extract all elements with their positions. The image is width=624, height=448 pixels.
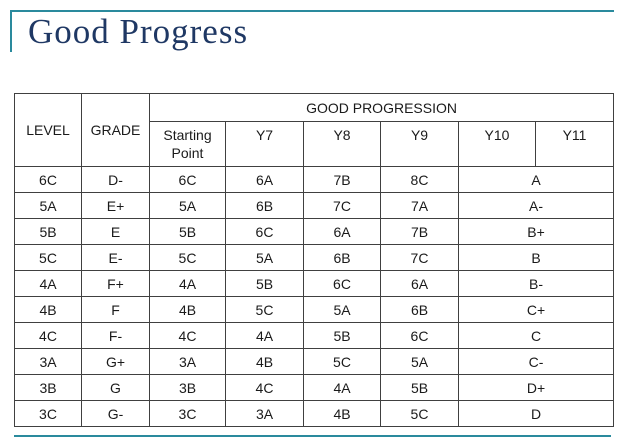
table-row: 5A E+ 5A 6B 7C 7A A- xyxy=(14,192,615,219)
col-header-level: LEVEL xyxy=(14,93,82,167)
table-cell: 4A xyxy=(303,374,381,401)
col-header-y9: Y9 xyxy=(380,121,459,167)
table-cell: 5C xyxy=(149,244,226,271)
table-cell: D+ xyxy=(457,374,615,401)
table-cell: 6A xyxy=(303,218,381,245)
table-cell: 4C xyxy=(14,322,82,349)
table-cell: 4A xyxy=(225,322,304,349)
table-cell: 8C xyxy=(380,166,459,193)
table-cell: 4A xyxy=(149,270,226,297)
table-cell: 5B xyxy=(14,218,82,245)
table-cell: 4A xyxy=(14,270,82,297)
table-cell: 4B xyxy=(14,296,82,323)
table-row: 4C F- 4C 4A 5B 6C C xyxy=(14,322,615,349)
table-cell: A xyxy=(457,166,615,193)
table-cell: 6A xyxy=(380,270,459,297)
table-row: 3C G- 3C 3A 4B 5C D xyxy=(14,400,615,427)
table-cell: F xyxy=(81,296,150,323)
table-cell: A- xyxy=(457,192,615,219)
table-cell: E xyxy=(81,218,150,245)
table-cell: 5B xyxy=(380,374,459,401)
table-cell: G xyxy=(81,374,150,401)
table-cell: G- xyxy=(81,400,150,427)
table-cell: 4B xyxy=(225,348,304,375)
table-cell: 4C xyxy=(225,374,304,401)
table-cell: E+ xyxy=(81,192,150,219)
table-cell: 5A xyxy=(149,192,226,219)
table-cell: B- xyxy=(457,270,615,297)
table-cell: 7C xyxy=(380,244,459,271)
table-cell: D xyxy=(457,400,615,427)
table-cell: 6A xyxy=(225,166,304,193)
table-cell: 5C xyxy=(380,400,459,427)
table-cell: 3C xyxy=(149,400,226,427)
table-subheader-row: Starting Point Y7 Y8 Y9 Y10 Y11 xyxy=(15,121,615,167)
table-cell: 7A xyxy=(380,192,459,219)
table-cell: 3C xyxy=(14,400,82,427)
col-header-y11: Y11 xyxy=(534,121,615,167)
table-cell: 3A xyxy=(149,348,226,375)
table-cell: 5A xyxy=(225,244,304,271)
table-row: 5B E 5B 6C 6A 7B B+ xyxy=(14,218,615,245)
table-cell: B xyxy=(457,244,615,271)
good-progression-table: LEVEL GRADE GOOD PROGRESSION Starting Po… xyxy=(14,93,615,427)
table-row: 5C E- 5C 5A 6B 7C B xyxy=(14,244,615,271)
table-cell: 5B xyxy=(225,270,304,297)
table-cell: 7B xyxy=(380,218,459,245)
table-cell: 5C xyxy=(14,244,82,271)
table-cell: 6C xyxy=(149,166,226,193)
col-header-starting-point: Starting Point xyxy=(149,121,226,167)
table-cell: 4B xyxy=(303,400,381,427)
table-cell: C+ xyxy=(457,296,615,323)
table-cell: E- xyxy=(81,244,150,271)
table-cell: F+ xyxy=(81,270,150,297)
top-accent-line xyxy=(10,10,614,12)
table-row: 6C D- 6C 6A 7B 8C A xyxy=(14,166,615,193)
table-cell: 5B xyxy=(303,322,381,349)
table-cell: 5B xyxy=(149,218,226,245)
table-cell: 4C xyxy=(149,322,226,349)
table-cell: G+ xyxy=(81,348,150,375)
col-header-y7: Y7 xyxy=(225,121,304,167)
bottom-accent-line xyxy=(14,435,611,437)
table-cell: 7C xyxy=(303,192,381,219)
table-cell: 5C xyxy=(225,296,304,323)
col-header-good-progression: GOOD PROGRESSION xyxy=(148,93,615,122)
title-accent-line xyxy=(10,10,12,52)
table-cell: 6C xyxy=(225,218,304,245)
table-cell: 5A xyxy=(303,296,381,323)
col-header-y8: Y8 xyxy=(303,121,381,167)
col-header-grade: GRADE xyxy=(81,93,150,167)
table-cell: 3B xyxy=(14,374,82,401)
table-cell: 6C xyxy=(303,270,381,297)
table-cell: 5C xyxy=(303,348,381,375)
table-row: 4A F+ 4A 5B 6C 6A B- xyxy=(14,270,615,297)
table-cell: B+ xyxy=(457,218,615,245)
table-cell: F- xyxy=(81,322,150,349)
col-header-y10: Y10 xyxy=(458,121,536,167)
table-row: 4B F 4B 5C 5A 6B C+ xyxy=(14,296,615,323)
page-title: Good Progress xyxy=(28,12,249,51)
table-row: 3A G+ 3A 4B 5C 5A C- xyxy=(14,348,615,375)
table-cell: 6B xyxy=(303,244,381,271)
table-cell: 3B xyxy=(149,374,226,401)
table-cell: 5A xyxy=(14,192,82,219)
table-cell: 6B xyxy=(225,192,304,219)
table-cell: 3A xyxy=(225,400,304,427)
table-cell: 7B xyxy=(303,166,381,193)
table-cell: 5A xyxy=(380,348,459,375)
table-header-row: LEVEL GRADE GOOD PROGRESSION xyxy=(14,93,615,167)
table-cell: 3A xyxy=(14,348,82,375)
table-cell: 6C xyxy=(14,166,82,193)
table-cell: D- xyxy=(81,166,150,193)
table-cell: 6C xyxy=(380,322,459,349)
table-cell: C- xyxy=(457,348,615,375)
table-cell: 4B xyxy=(149,296,226,323)
table-cell: 6B xyxy=(380,296,459,323)
table-row: 3B G 3B 4C 4A 5B D+ xyxy=(14,374,615,401)
table-cell: C xyxy=(457,322,615,349)
